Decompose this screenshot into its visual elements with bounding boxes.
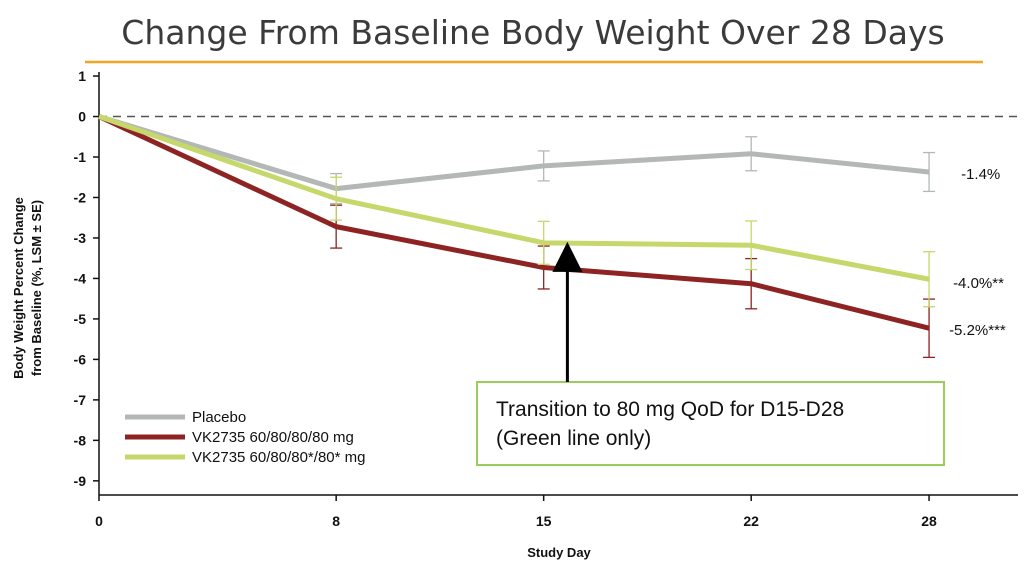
y-tick-label: -4 <box>74 270 87 286</box>
y-tick-label: -3 <box>74 230 87 246</box>
legend-label: VK2735 60/80/80*/80* mg <box>192 449 365 466</box>
x-tick-label: 22 <box>743 513 759 529</box>
series-line <box>98 114 930 282</box>
y-tick-label: -9 <box>74 473 87 489</box>
y-axis-label: Body Weight Percent Change from Baseline… <box>11 197 44 379</box>
axes <box>93 72 1018 501</box>
end-labels: -1.4% -5.2%*** -4.0%** <box>949 166 1006 339</box>
x-tick-label: 0 <box>95 513 103 529</box>
x-tick-label: 8 <box>332 513 340 529</box>
legend: Placebo VK2735 60/80/80/80 mg VK2735 60/80… <box>125 409 365 466</box>
series-line <box>98 114 930 192</box>
end-label: -5.2%*** <box>949 322 1006 339</box>
annotation-line2: (Green line only) <box>496 427 651 450</box>
series-line <box>97 114 930 331</box>
y-axis-label-line1: Body Weight Percent Change <box>11 197 26 379</box>
end-label: -4.0%** <box>953 275 1004 292</box>
legend-label: VK2735 60/80/80/80 mg <box>192 429 354 446</box>
y-tick-label: -5 <box>74 311 87 327</box>
annotation-line1: Transition to 80 mg QoD for D15-D28 <box>496 398 844 421</box>
annotation-box <box>476 381 945 466</box>
y-tick-label: -1 <box>74 149 87 165</box>
x-tick-label: 28 <box>921 513 937 529</box>
y-tick-label: -6 <box>74 351 87 367</box>
y-axis-label-line2: from Baseline (%, LSM ± SE) <box>29 200 44 376</box>
x-axis-label: Study Day <box>527 545 591 560</box>
tick-labels: 1 0 -1 -2 -3 -4 -5 -6 -7 -8 -9 0 8 15 22 28 <box>74 68 938 529</box>
y-tick-label: -7 <box>74 392 87 408</box>
annotation: Transition to 80 mg QoD for D15-D28 (Gre… <box>476 241 945 466</box>
series-layer <box>97 114 936 359</box>
series-3 <box>98 114 936 308</box>
chart-title: Change From Baseline Body Weight Over 28… <box>121 13 944 52</box>
y-tick-label: -8 <box>74 432 87 448</box>
legend-label: Placebo <box>192 409 246 426</box>
x-tick-label: 15 <box>536 513 552 529</box>
y-tick-label: 0 <box>78 109 86 125</box>
y-tick-label: -2 <box>74 189 87 205</box>
y-tick-label: 1 <box>78 68 86 84</box>
end-label: -1.4% <box>961 166 1000 183</box>
